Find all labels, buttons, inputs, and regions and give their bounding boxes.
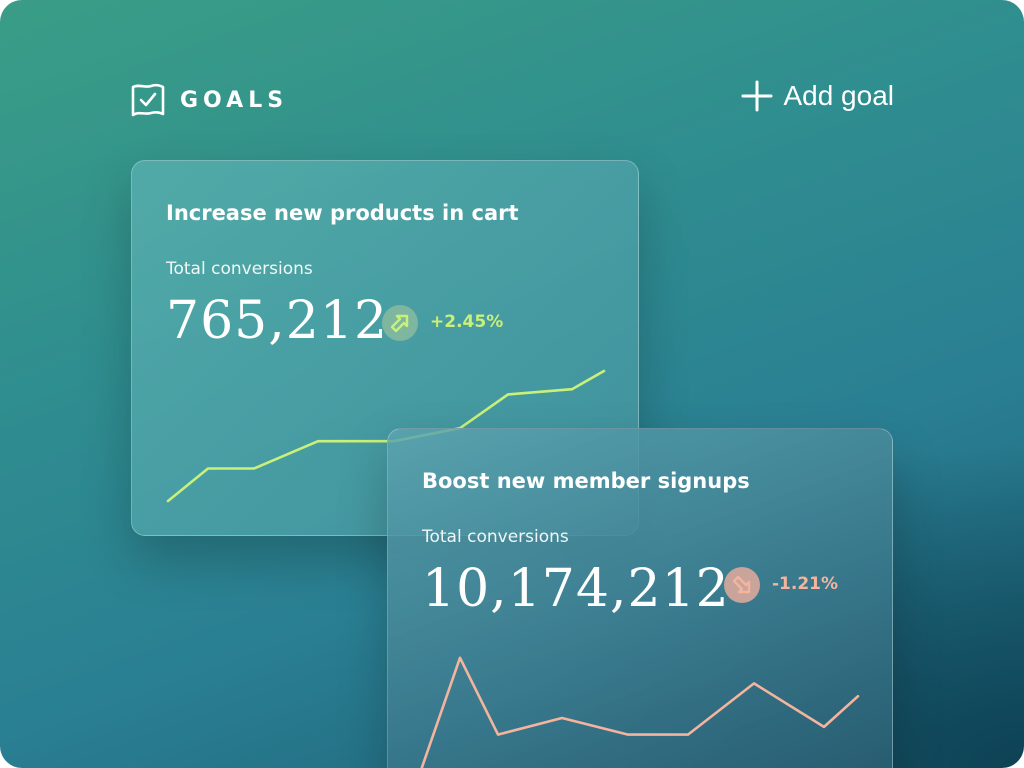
delta-value: -1.21% bbox=[772, 574, 839, 594]
arrow-down-right-icon bbox=[724, 567, 760, 603]
arrow-up-right-icon bbox=[382, 305, 418, 341]
goal-card-cart[interactable]: Increase new products in cart Total conv… bbox=[131, 160, 639, 536]
brand: GOALS bbox=[130, 82, 288, 118]
metric-label: Total conversions bbox=[422, 527, 569, 547]
delta-value: +2.45% bbox=[430, 312, 504, 332]
metric-label: Total conversions bbox=[166, 259, 313, 279]
sparkline-chart bbox=[420, 656, 860, 768]
flag-check-icon bbox=[130, 82, 166, 118]
add-goal-button[interactable]: Add goal bbox=[741, 80, 894, 112]
sparkline-series bbox=[420, 656, 860, 768]
brand-title: GOALS bbox=[180, 87, 289, 113]
goal-card-signups[interactable]: Boost new member signups Total conversio… bbox=[387, 428, 893, 768]
sparkline-series bbox=[166, 369, 606, 503]
metric-value: 10,174,212 bbox=[422, 559, 730, 619]
goal-title: Boost new member signups bbox=[422, 469, 750, 493]
sparkline-chart bbox=[166, 369, 606, 503]
add-goal-label: Add goal bbox=[783, 80, 894, 111]
metric-value: 765,212 bbox=[166, 291, 389, 351]
plus-icon bbox=[741, 80, 773, 112]
goal-title: Increase new products in cart bbox=[166, 201, 519, 225]
